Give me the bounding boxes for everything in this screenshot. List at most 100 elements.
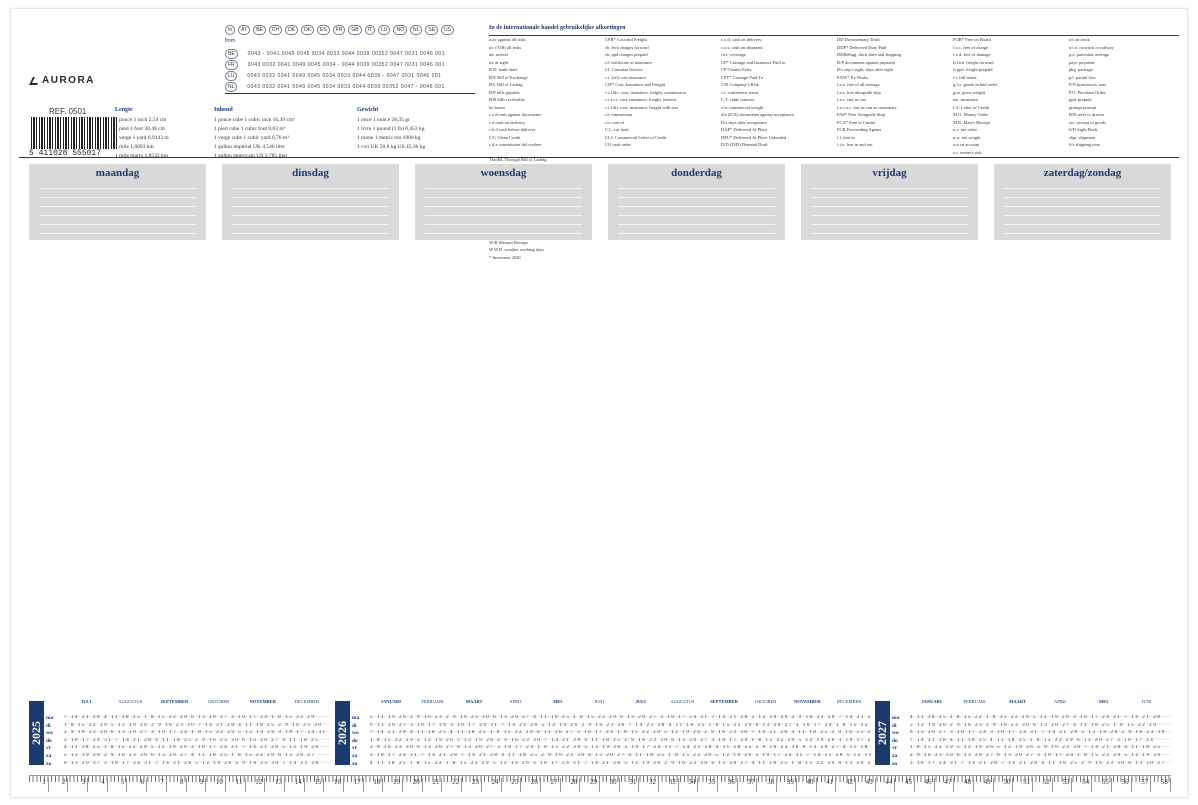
ruler-mark: 50: [994, 778, 1014, 792]
writing-line: [811, 189, 968, 198]
trade-term: M.R. Mate's Receipt: [953, 119, 991, 125]
unit-row: 1 pied cube 1 cubic foot 0,03 m³: [214, 126, 286, 132]
country-row: FR 0043 0032 0041 0049 0045 0034 - 0044 0…: [225, 59, 475, 70]
trade-term: f.i.o. free in and out: [837, 142, 873, 147]
ruler-mark: 20: [403, 778, 423, 792]
trade-term: C.T. cable transfer: [721, 97, 755, 102]
ruler-mark: 38: [757, 778, 778, 792]
weekday-title: vrijdag: [872, 167, 907, 179]
barcode-icon: [31, 117, 117, 149]
trade-term: d/a (D/A) documents against acceptance: [721, 112, 794, 117]
year-label: 2025: [29, 701, 44, 765]
year-block-2026: 2026 ma di wo do vr za zo JANUARI FEBRUARI MAART…: [335, 689, 871, 769]
unit-row: 1 livre 1 pound (1 lb) 0,453 kg: [357, 126, 425, 132]
trade-term: c.o.d. cash on delivery: [721, 37, 762, 42]
desk-pad-sheet: AURORA REF. 0501 5 411028 555017 to AT BE…: [10, 8, 1188, 803]
day-number-row: 2 9 16 23 30 6 13 20 27 6 13 20 27 3 10 …: [370, 745, 871, 751]
month-label: JULI: [635, 699, 646, 704]
country-code-badge: BE: [253, 25, 266, 35]
country-code-badge: NL: [409, 25, 423, 35]
trade-term: FAS* Free Alongside Ship: [837, 112, 886, 117]
trade-term: CPT* Carriage Paid To: [721, 74, 763, 80]
weekday-box[interactable]: zaterdag/zondag: [994, 164, 1171, 240]
ruler-mark: 4: [88, 778, 108, 792]
ruler-mark: 44: [876, 778, 896, 792]
day-number-row: 7 14 21 28 4 11 18 25 4 11 18 25 1 8 15 …: [370, 730, 871, 736]
day-number-row: 4 11 18 25 1 8 15 22 1 8 15 22 29 5 12 1…: [910, 715, 1162, 720]
unit-row: 1 mile 1,6093 km: [115, 144, 154, 150]
barcode-number: 5 411028 555017: [29, 149, 102, 158]
ruler-mark: 53: [1053, 778, 1073, 792]
logo-text: AURORA: [42, 75, 95, 86]
ruler-mark: 7: [147, 778, 167, 792]
weekday-box[interactable]: vrijdag: [801, 164, 978, 240]
weekday-boxes: maandag dinsdag woensdag donderdag vrijdag za…: [29, 164, 1171, 240]
month-label: MEI: [1099, 699, 1108, 704]
day-grid: 5 12 19 26 2 9 16 23 2 9 16 23 30 6 13 2…: [370, 715, 871, 769]
weekday-box[interactable]: donderdag: [608, 164, 785, 240]
year-block-2025: 2025 ma di wo do vr za zo JULI AUGUSTUS SEPTEMBE…: [29, 689, 331, 769]
weekday-box[interactable]: woensdag: [415, 164, 592, 240]
month-header: JANUARI FEBRUARI MAART APRIL MEI JUNI JULI AUGU…: [370, 699, 870, 704]
trade-term: B.D. bank draft: [489, 67, 517, 72]
day-number-row: 6 13 20 27 3 10 17 24 31 7 14 21 28 5 12…: [64, 760, 320, 766]
writing-line: [618, 207, 775, 216]
writing-line: [1004, 180, 1161, 189]
day-number-row: 5 12 19 26 2 9 16 23 2 9 16 23 30 6 13 2…: [910, 722, 1158, 728]
day-number-row: 1 8 15 22 29 5 12 19 26 5 12 19 26 2 9 1…: [370, 737, 871, 743]
trade-term: c.d.a commission del credere: [489, 142, 542, 147]
trade-term: c.i. (cif) cost insurance: [605, 74, 647, 80]
unit-row: 1 pouce 1 inch 2,54 cm: [115, 117, 167, 123]
country-code-badge: NO: [393, 25, 407, 35]
trade-term: o/t.o. on truck or railway: [1069, 44, 1114, 50]
ruler-mark: 46: [915, 778, 935, 792]
ruler-mark: 51: [1013, 778, 1034, 792]
trade-term: f.a.s. free alongside ship: [837, 89, 881, 95]
trade-term: FOB* Free on Board: [953, 37, 991, 42]
country-code-badge: ES: [317, 25, 330, 35]
day-grid: 4 11 18 25 1 8 15 22 1 8 15 22 29 5 12 1…: [910, 715, 1171, 769]
trade-term: f.o.d. free of damage: [953, 52, 991, 57]
trade-term: c.i.f.&i. cost, insurance, freight with …: [605, 104, 679, 110]
trade-term: CFR* Cost and Freight: [605, 37, 647, 42]
trade-term: p.l. partial loss: [1069, 74, 1096, 80]
writing-line: [1004, 198, 1161, 207]
country-rows: BE 0043 - 0041 0049 0045 0034 0033 0044 0…: [225, 48, 475, 92]
trade-term: o.r. owner's risk: [953, 149, 982, 155]
trade-term: f.a.c. fast as can: [837, 97, 866, 102]
trade-terms-column: CFR* Cost and Freight ch. fwd charges for…: [605, 37, 715, 157]
trade-term: p.a. particular average: [1069, 52, 1109, 57]
trade-term: DD Documentary Draft: [837, 37, 880, 42]
ruler-mark: 48: [954, 778, 974, 792]
trade-terms-column: DD Documentary Draft DDP* Delivered Duty …: [837, 37, 947, 157]
aurora-logo-icon: [29, 76, 41, 85]
day-number-row: 4 11 18 25 1 8 15 22 1 8 15 22 29 5 12 1…: [370, 760, 871, 766]
writing-line: [1004, 207, 1161, 216]
trade-term: P/N promissory note: [1069, 82, 1107, 87]
trade-term: shpt. shipment: [1069, 134, 1096, 140]
month-label: JANUARI: [380, 699, 401, 704]
day-number-row: 6 13 20 27 3 10 17 24 3 10 17 24 31 7 14…: [370, 722, 871, 728]
writing-line: [425, 207, 582, 216]
trade-term: S/s shipping note: [1069, 142, 1101, 147]
ruler-mark: 26: [521, 778, 541, 792]
trade-term: R/D refer to drawer: [1069, 112, 1105, 117]
month-label: SEPTEMBER: [160, 699, 189, 704]
ruler-mark: 54: [1072, 778, 1093, 792]
day-number-row: 4 11 18 25 1 8 15 22 29 5 12 19 26 3 10 …: [64, 745, 320, 751]
ruler-mark: 8: [167, 778, 187, 792]
month-label: APRIL: [509, 699, 523, 704]
writing-line: [39, 198, 196, 207]
trade-term: B/P bills payable: [489, 89, 520, 95]
ruler-mark: 43: [856, 778, 876, 792]
country-code-badge: SE: [425, 25, 439, 35]
weekday-box[interactable]: dinsdag: [222, 164, 399, 240]
ruler-mark: 24: [482, 778, 502, 792]
trade-term: f.i. free in: [837, 134, 855, 140]
ruler-mark: 31: [620, 778, 640, 792]
trade-term: DPU* Delivered At Place Unloaded: [721, 134, 786, 140]
ruler-mark: 57: [1132, 778, 1152, 792]
ruler-mark: 3: [68, 778, 89, 792]
weekday-box[interactable]: maandag: [29, 164, 206, 240]
writing-line: [39, 207, 196, 216]
